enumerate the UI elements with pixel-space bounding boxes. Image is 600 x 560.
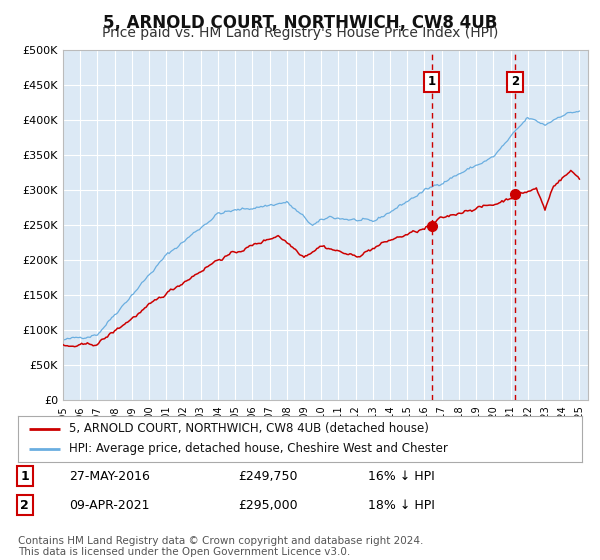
Text: £295,000: £295,000	[238, 499, 298, 512]
Text: 2: 2	[20, 499, 29, 512]
Text: Price paid vs. HM Land Registry's House Price Index (HPI): Price paid vs. HM Land Registry's House …	[102, 26, 498, 40]
Text: £249,750: £249,750	[238, 470, 298, 483]
Text: 1: 1	[20, 470, 29, 483]
Text: Contains HM Land Registry data © Crown copyright and database right 2024.
This d: Contains HM Land Registry data © Crown c…	[18, 535, 424, 557]
Text: 27-MAY-2016: 27-MAY-2016	[69, 470, 149, 483]
Text: 5, ARNOLD COURT, NORTHWICH, CW8 4UB (detached house): 5, ARNOLD COURT, NORTHWICH, CW8 4UB (det…	[69, 422, 428, 435]
Text: 5, ARNOLD COURT, NORTHWICH, CW8 4UB: 5, ARNOLD COURT, NORTHWICH, CW8 4UB	[103, 14, 497, 32]
Text: 09-APR-2021: 09-APR-2021	[69, 499, 149, 512]
Text: 2: 2	[511, 76, 519, 88]
Text: 1: 1	[427, 76, 436, 88]
Text: 18% ↓ HPI: 18% ↓ HPI	[368, 499, 434, 512]
Text: 16% ↓ HPI: 16% ↓ HPI	[368, 470, 434, 483]
Text: HPI: Average price, detached house, Cheshire West and Chester: HPI: Average price, detached house, Ches…	[69, 442, 448, 455]
